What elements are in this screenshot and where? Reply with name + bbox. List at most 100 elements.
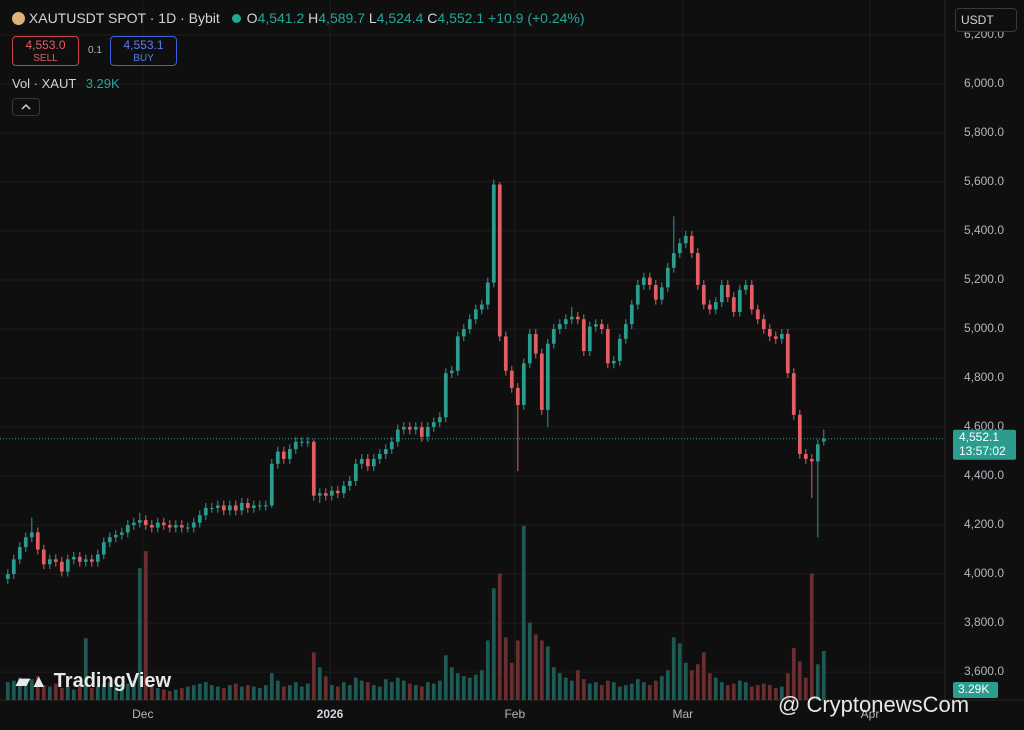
y-tick-label: 4,600.0 <box>964 419 1004 433</box>
candle-body <box>389 441 394 450</box>
candle-body <box>767 329 772 337</box>
volume-bar <box>803 677 808 700</box>
candle-body <box>617 338 622 361</box>
currency-button[interactable]: USDT <box>955 8 1017 32</box>
volume-bar <box>263 685 268 700</box>
volume-bar <box>245 685 250 700</box>
candle-body <box>491 184 496 283</box>
candle-body <box>77 556 82 562</box>
volume-bar <box>761 683 766 700</box>
candle-body <box>311 441 316 496</box>
volume-bar <box>563 677 568 700</box>
candle-body <box>713 302 718 310</box>
candle-body <box>761 319 766 330</box>
candle-body <box>665 267 670 288</box>
candle-body <box>263 505 268 507</box>
candle-body <box>437 417 442 423</box>
volume-bar <box>779 686 784 700</box>
y-tick-label: 4,200.0 <box>964 517 1004 531</box>
candle-body <box>245 503 250 508</box>
candle-body <box>497 184 502 337</box>
candle-body <box>413 427 418 430</box>
candle-body <box>353 463 358 481</box>
volume-bar <box>233 683 238 700</box>
volume-bar <box>419 686 424 700</box>
candle-body <box>659 287 664 300</box>
ohlc-key: L <box>368 10 377 26</box>
y-tick-label: 5,200.0 <box>964 272 1004 286</box>
volume-bar <box>413 685 418 700</box>
volume-bar <box>599 685 604 700</box>
volume-bar <box>689 670 694 700</box>
y-tick-label: 4,800.0 <box>964 370 1004 384</box>
candle-body <box>377 454 382 459</box>
candle-body <box>551 329 556 344</box>
volume-tag-label: 3.29K <box>958 682 989 696</box>
candle-body <box>221 505 226 511</box>
candle-body <box>725 284 730 298</box>
volume-bar <box>359 680 364 700</box>
volume-bar <box>455 673 460 700</box>
candle-body <box>257 505 262 507</box>
candle-body <box>797 414 802 455</box>
volume-bar <box>215 686 220 700</box>
candle-body <box>125 525 130 533</box>
candle-body <box>581 319 586 352</box>
candle-body <box>341 485 346 494</box>
candle-body <box>131 522 136 526</box>
ohlc-value: 4,524.4 <box>376 10 424 26</box>
ohlc-value: 4,589.7 <box>318 10 365 26</box>
candle-body <box>425 427 430 437</box>
sell-button[interactable]: 4,553.0 SELL <box>12 36 79 66</box>
candle-body <box>149 525 154 528</box>
volume-value: 3.29K <box>85 76 120 91</box>
volume-bar <box>797 661 802 700</box>
candle-body <box>719 284 724 303</box>
candle-body <box>737 289 742 312</box>
volume-bar <box>323 676 328 700</box>
candle-body <box>371 458 376 467</box>
candle-body <box>167 525 172 528</box>
volume-bar <box>641 682 646 700</box>
candle-body <box>53 559 58 562</box>
volume-bar <box>773 688 778 700</box>
candle-body <box>347 480 352 486</box>
candle-body <box>41 549 46 565</box>
candle-body <box>641 277 646 285</box>
candle-body <box>629 304 634 325</box>
candle-body <box>503 336 508 371</box>
volume-bar <box>371 685 376 700</box>
candle-body <box>515 387 520 406</box>
candle-body <box>47 559 52 565</box>
candle-body <box>443 373 448 418</box>
candle-body <box>239 503 244 511</box>
volume-bar <box>293 682 298 700</box>
collapse-icon <box>21 103 31 110</box>
volume-bar <box>377 686 382 700</box>
candle-body <box>623 324 628 339</box>
volume-bar <box>473 674 478 700</box>
candle-body <box>773 336 778 339</box>
volume-bar <box>29 679 34 700</box>
candle-body <box>419 427 424 437</box>
volume-bar <box>203 682 208 700</box>
change: +10.9 (+0.24%) <box>488 10 585 26</box>
volume-bar <box>575 670 580 700</box>
buy-button[interactable]: 4,553.1 BUY <box>110 36 177 66</box>
ohlc-value: 4,552.1 <box>437 10 485 26</box>
volume-bar <box>491 588 496 700</box>
volume-bar <box>551 667 556 700</box>
buy-price: 4,553.1 <box>123 38 164 52</box>
volume-bar <box>137 568 142 700</box>
volume-bar <box>197 683 202 700</box>
candle-body <box>695 253 700 285</box>
collapse-button[interactable] <box>12 98 40 116</box>
volume-bar <box>119 685 124 700</box>
volume-bar <box>821 651 826 700</box>
x-tick-label: Apr <box>861 707 880 721</box>
candle-body <box>281 451 286 459</box>
volume-bar <box>401 680 406 700</box>
volume-bar <box>365 682 370 700</box>
volume-bar <box>677 643 682 700</box>
sell-label: SELL <box>33 53 58 64</box>
